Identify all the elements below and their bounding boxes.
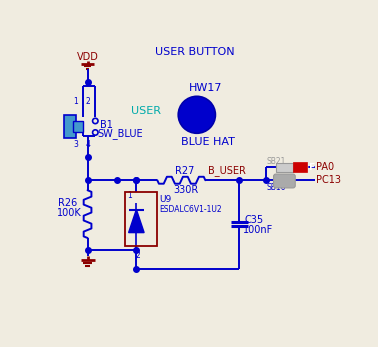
Text: R27: R27 <box>175 166 195 176</box>
Text: U9: U9 <box>159 195 171 204</box>
Text: 2: 2 <box>136 251 140 260</box>
Text: 3: 3 <box>73 139 78 149</box>
FancyBboxPatch shape <box>274 174 295 188</box>
Text: 1: 1 <box>73 97 78 106</box>
Text: R26: R26 <box>58 198 77 208</box>
Text: C35: C35 <box>244 215 263 225</box>
Text: 1: 1 <box>127 191 132 200</box>
Text: VDD: VDD <box>77 52 99 62</box>
Text: SB16: SB16 <box>266 183 286 192</box>
Text: PA0: PA0 <box>316 162 334 172</box>
Bar <box>73 121 83 132</box>
Text: SB21: SB21 <box>266 157 286 166</box>
Text: B_USER: B_USER <box>208 166 246 177</box>
Bar <box>293 162 307 172</box>
Text: ESDALC6V1-1U2: ESDALC6V1-1U2 <box>159 205 222 214</box>
Bar <box>276 162 293 172</box>
Text: PC13: PC13 <box>316 175 341 185</box>
Text: USER: USER <box>131 106 161 116</box>
Text: 2: 2 <box>85 97 90 106</box>
Bar <box>64 115 76 138</box>
Text: 330R: 330R <box>174 185 199 195</box>
Text: B1: B1 <box>100 120 113 130</box>
Text: HW17: HW17 <box>189 83 223 93</box>
Bar <box>125 192 157 246</box>
Text: DNF: DNF <box>294 163 315 172</box>
Text: USER BUTTON: USER BUTTON <box>155 46 234 57</box>
Circle shape <box>178 96 215 133</box>
Text: 4: 4 <box>85 139 90 149</box>
Text: BLUE HAT: BLUE HAT <box>181 137 235 147</box>
Polygon shape <box>129 210 144 232</box>
Text: SW_BLUE: SW_BLUE <box>98 129 143 139</box>
Text: 100nF: 100nF <box>243 225 273 235</box>
Text: 100K: 100K <box>57 208 82 218</box>
